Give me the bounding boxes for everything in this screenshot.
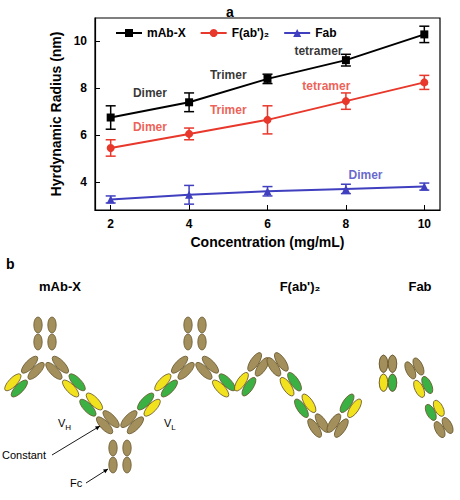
- svg-text:Dimer: Dimer: [349, 168, 383, 182]
- svg-text:VL: VL: [164, 417, 176, 432]
- svg-text:Trimer: Trimer: [210, 103, 247, 117]
- svg-text:tetramer: tetramer: [294, 44, 342, 58]
- svg-text:Fab: Fab: [408, 279, 431, 294]
- svg-text:4: 4: [80, 175, 87, 189]
- svg-text:Concentration (mg/mL): Concentration (mg/mL): [191, 234, 345, 250]
- svg-text:Trimer: Trimer: [210, 68, 247, 82]
- svg-text:Dimer: Dimer: [133, 86, 167, 100]
- svg-text:b: b: [6, 256, 15, 272]
- svg-text:6: 6: [264, 217, 271, 231]
- svg-text:Constant: Constant: [2, 449, 46, 461]
- svg-text:Fc: Fc: [70, 477, 83, 489]
- svg-text:Dimer: Dimer: [133, 120, 167, 134]
- svg-text:VH: VH: [58, 417, 71, 432]
- svg-text:2: 2: [107, 217, 114, 231]
- svg-text:mAb-X: mAb-X: [39, 279, 81, 294]
- svg-text:F(ab')₂: F(ab')₂: [280, 279, 321, 294]
- svg-text:Hyrdynamic Radius (nm): Hyrdynamic Radius (nm): [48, 32, 64, 197]
- svg-text:8: 8: [80, 81, 87, 95]
- svg-text:10: 10: [418, 217, 432, 231]
- svg-text:a: a: [226, 4, 234, 20]
- svg-text:tetramer: tetramer: [302, 79, 350, 93]
- svg-text:Fab: Fab: [315, 26, 336, 40]
- svg-text:4: 4: [186, 217, 193, 231]
- svg-text:F(ab')₂: F(ab')₂: [232, 26, 270, 40]
- svg-text:mAb-X: mAb-X: [147, 26, 186, 40]
- svg-text:6: 6: [80, 128, 87, 142]
- svg-text:8: 8: [343, 217, 350, 231]
- svg-text:10: 10: [74, 34, 88, 48]
